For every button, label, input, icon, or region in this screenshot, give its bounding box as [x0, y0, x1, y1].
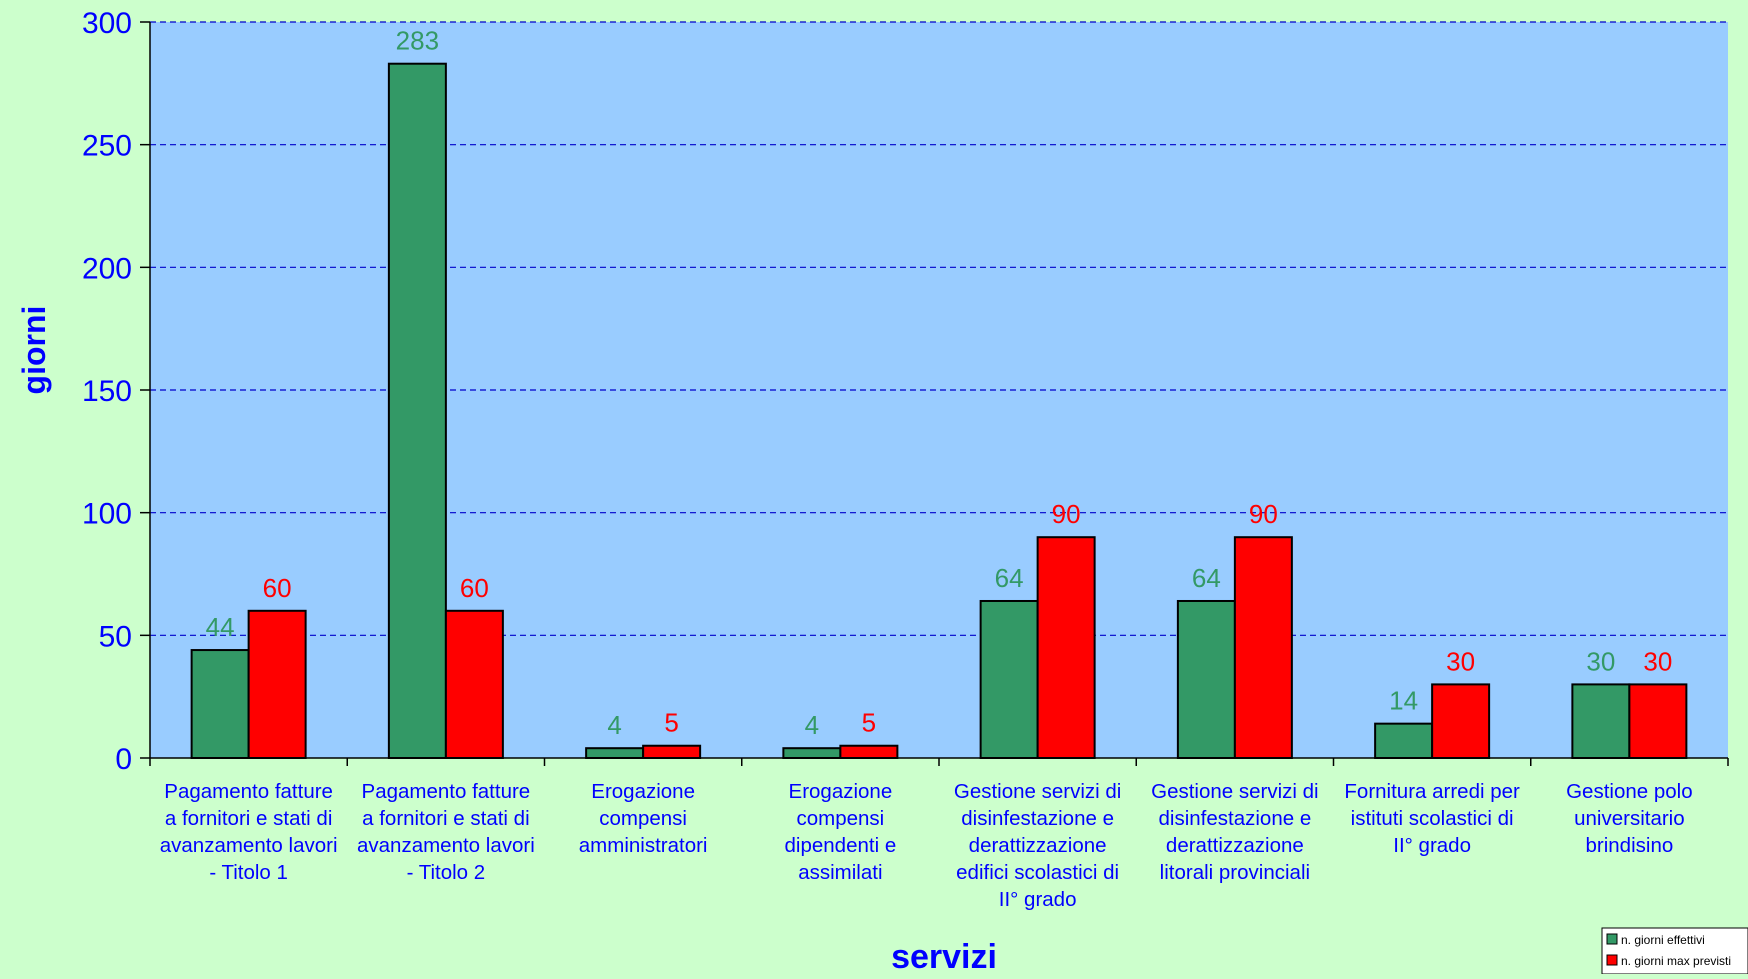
data-label: 64: [995, 563, 1024, 593]
bar-previsti: [1432, 684, 1489, 758]
bar-effettivi: [389, 64, 446, 758]
y-tick-label: 150: [82, 375, 132, 408]
x-category-label: Fornitura arredi per istituti scolastici …: [1344, 780, 1520, 857]
bar-effettivi: [783, 748, 840, 758]
data-label: 5: [664, 708, 678, 738]
data-label: 30: [1586, 646, 1615, 676]
y-tick-label: 200: [82, 252, 132, 285]
x-category-label: Erogazione compensi amministratori: [579, 780, 708, 857]
bar-effettivi: [981, 601, 1038, 758]
x-axis-label: servizi: [891, 938, 997, 974]
bar-previsti: [249, 611, 306, 758]
legend: n. giorni effettivi n. giorni max previst…: [1602, 928, 1748, 974]
bar-effettivi: [586, 748, 643, 758]
bar-effettivi: [192, 650, 249, 758]
y-tick-label: 100: [82, 498, 132, 531]
bar-previsti: [1235, 537, 1292, 758]
y-tick-label: 250: [82, 130, 132, 163]
bar-previsti: [643, 746, 700, 758]
y-tick-label: 50: [99, 620, 132, 653]
legend-swatch: [1607, 955, 1617, 965]
data-label: 44: [206, 612, 235, 642]
data-label: 60: [460, 573, 489, 603]
legend-swatch: [1607, 934, 1617, 944]
data-label: 64: [1192, 563, 1221, 593]
data-label: 5: [862, 708, 876, 738]
data-label: 90: [1249, 499, 1278, 529]
bar-effettivi: [1572, 684, 1629, 758]
bar-previsti: [446, 611, 503, 758]
bar-previsti: [1629, 684, 1686, 758]
data-label: 14: [1389, 686, 1418, 716]
data-label: 90: [1052, 499, 1081, 529]
x-category-label: Pagamento fatture a fornitori e stati di a…: [160, 780, 338, 884]
x-category-label: Erogazione compensi dipendenti e assimilati: [785, 780, 897, 884]
bar-effettivi: [1178, 601, 1235, 758]
legend-entry: n. giorni max previsti: [1621, 954, 1731, 968]
data-label: 60: [263, 573, 292, 603]
data-label: 30: [1446, 646, 1475, 676]
data-label: 283: [396, 26, 439, 56]
bar-previsti: [1038, 537, 1095, 758]
bar-previsti: [840, 746, 897, 758]
legend-entry: n. giorni effettivi: [1621, 933, 1705, 947]
y-axis-label: giorni: [16, 306, 52, 395]
bar-effettivi: [1375, 724, 1432, 758]
x-category-label: Gestione polo universitario brindisino: [1566, 780, 1693, 857]
data-label: 30: [1643, 646, 1672, 676]
x-category-label: Gestione servizi di disinfestazione e dera…: [1151, 780, 1318, 884]
x-category-label: Gestione servizi di disinfestazione e dera…: [954, 780, 1121, 911]
y-tick-label: 300: [82, 7, 132, 40]
x-category-label: Pagamento fatture a fornitori e stati di a…: [357, 780, 535, 884]
data-label: 4: [607, 710, 621, 740]
y-tick-label: 0: [115, 743, 132, 776]
data-label: 4: [805, 710, 819, 740]
